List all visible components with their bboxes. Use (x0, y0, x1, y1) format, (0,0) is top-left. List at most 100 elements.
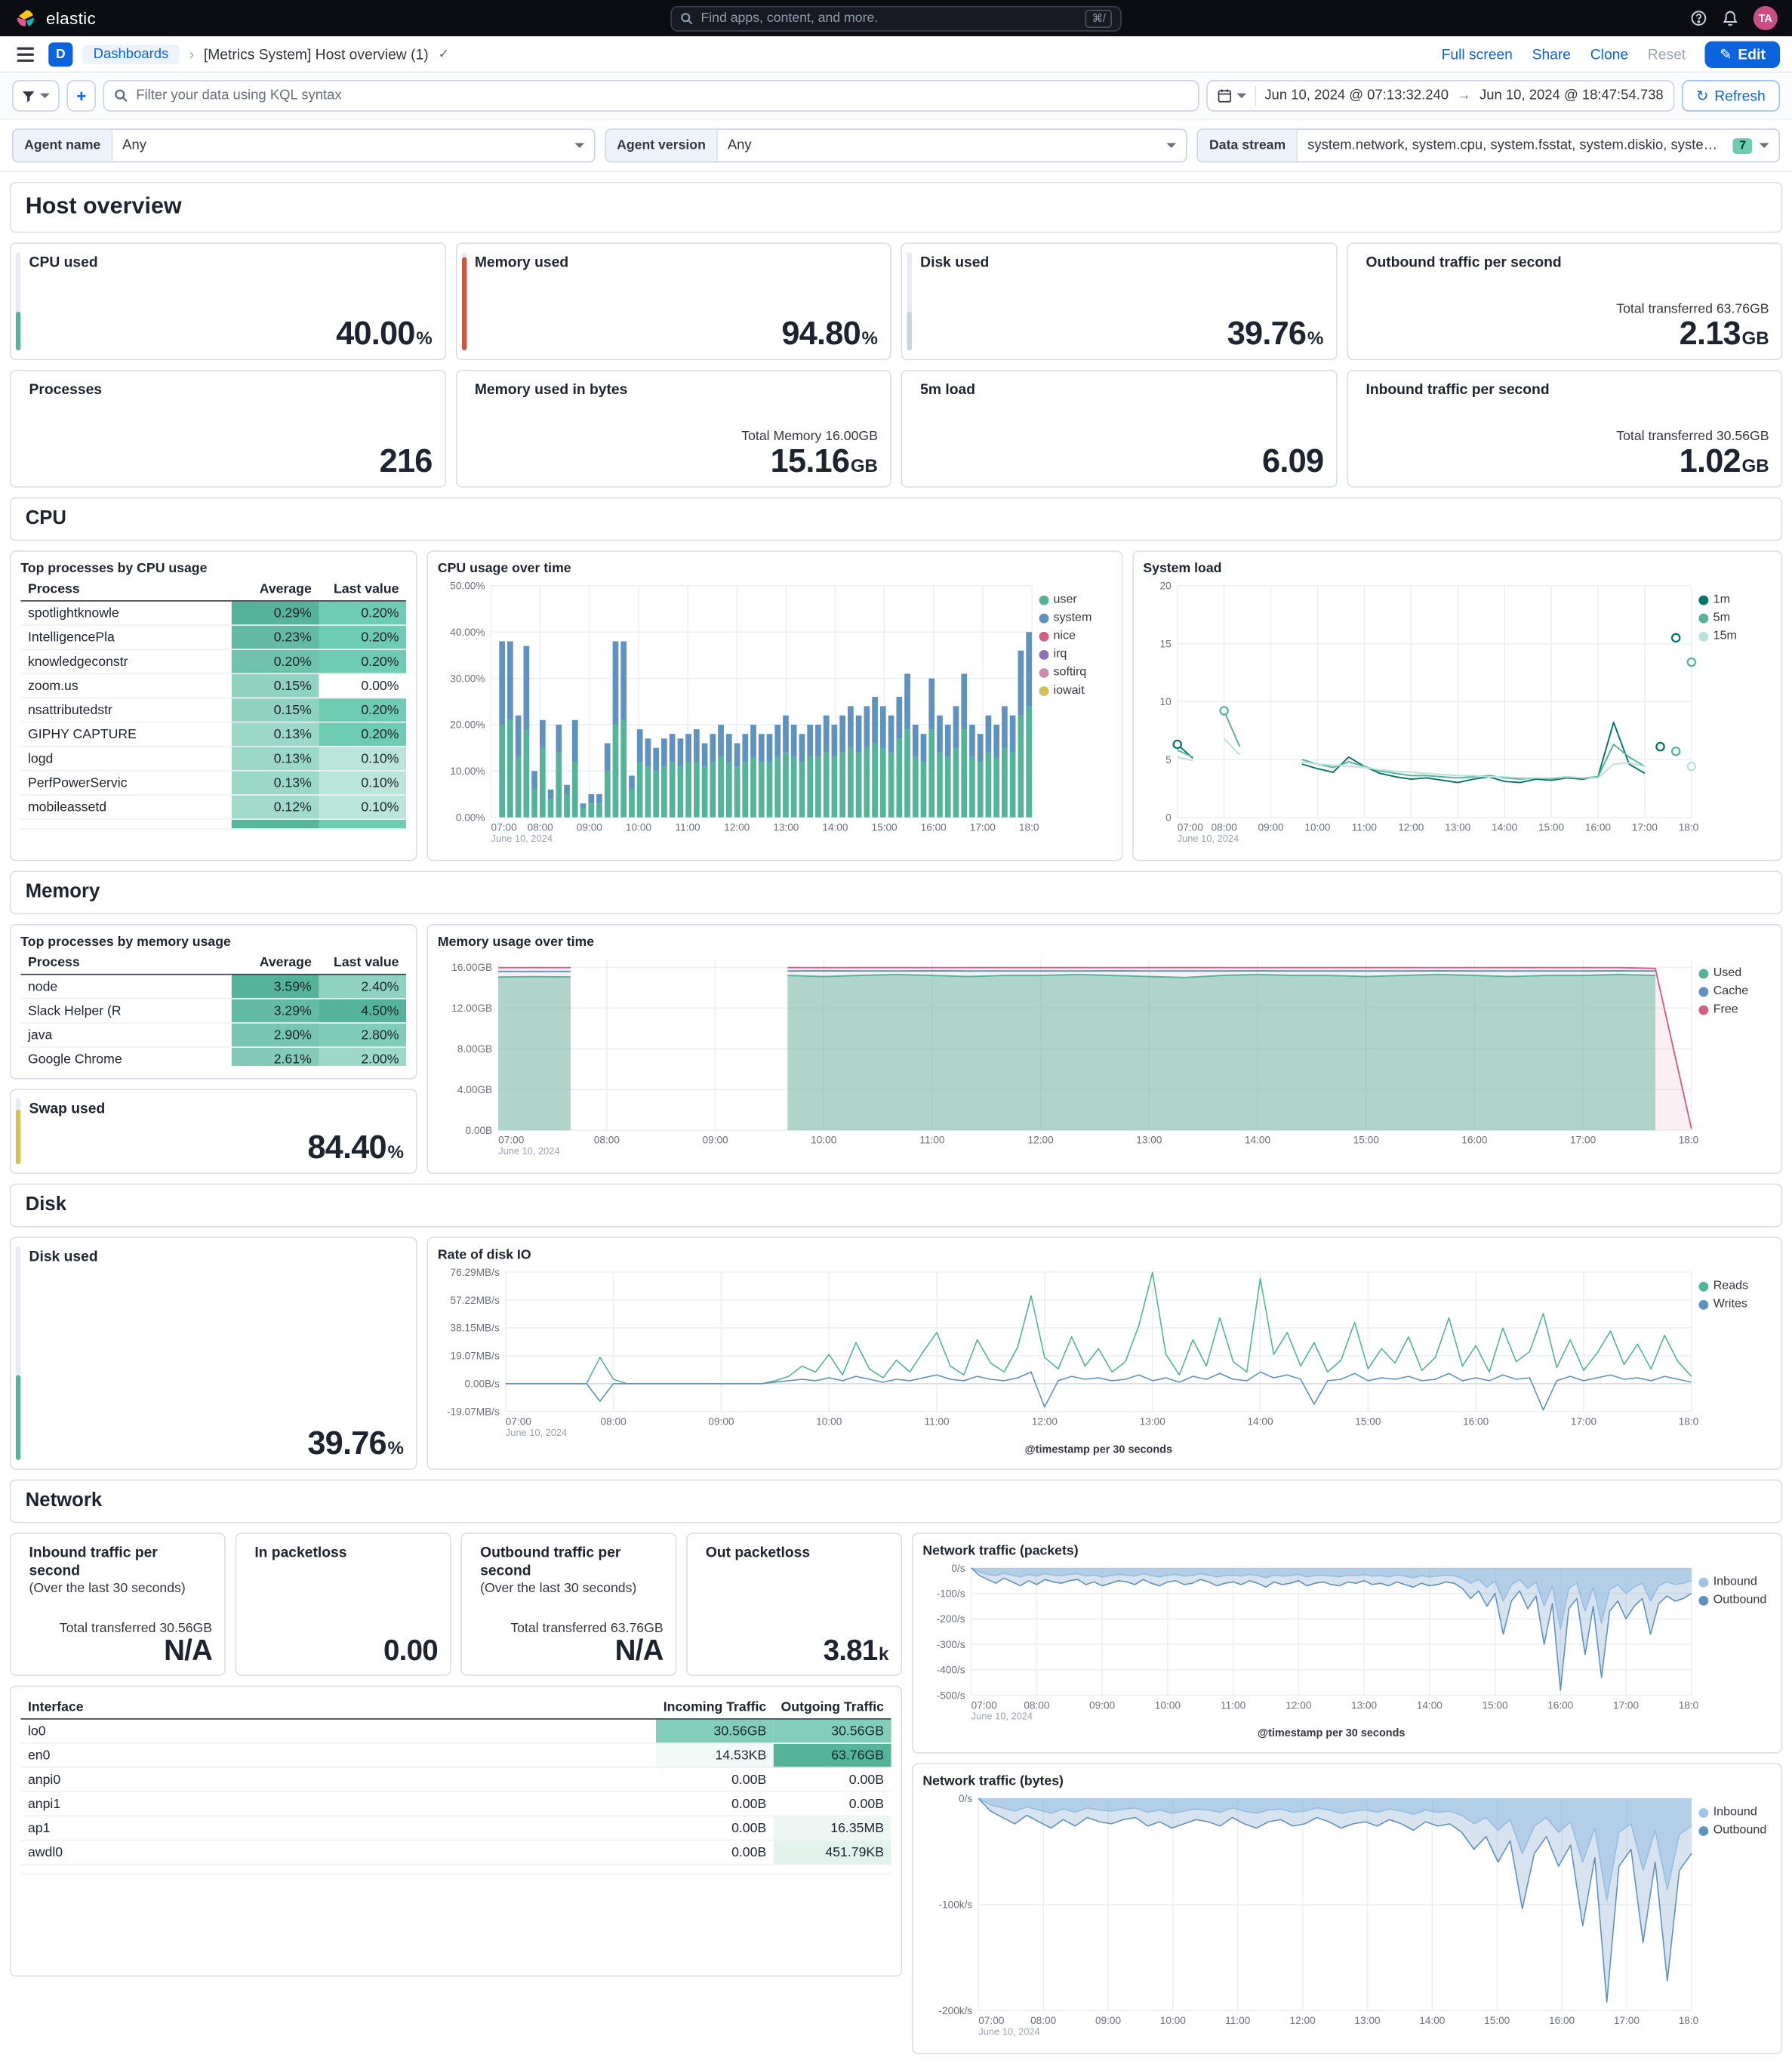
control-agent-name[interactable]: Agent name Any (12, 128, 596, 163)
panel-memory-usage-over-time: Memory usage over time 07:00 08:00 09:00 10… (426, 924, 1783, 1174)
svg-text:-300/s: -300/s (937, 1639, 965, 1650)
menu-icon[interactable] (12, 42, 38, 66)
global-search[interactable]: ⌘/ (670, 5, 1122, 31)
dashboard-app-badge[interactable]: D (48, 42, 73, 66)
table-row (20, 819, 407, 830)
kql-filter[interactable] (103, 80, 1199, 112)
svg-text:15:00: 15:00 (1484, 2015, 1510, 2026)
column-header-average: Average (231, 578, 319, 602)
svg-text:07:00: 07:00 (506, 1416, 532, 1427)
reset-link[interactable]: Reset (1647, 45, 1686, 63)
name-cell: GIPHY CAPTURE (20, 722, 232, 747)
card-value: 15.16 GB (475, 445, 878, 478)
cpu-section: Top processes by CPU usage Process Averag… (9, 550, 1783, 861)
svg-text:10:00: 10:00 (1155, 1699, 1181, 1711)
svg-text:30.00%: 30.00% (450, 673, 485, 684)
table-row: zoom.us 0.15% 0.00% (20, 673, 407, 699)
date-from[interactable]: Jun 10, 2024 @ 07:13:32.240 (1264, 88, 1449, 103)
calendar-icon[interactable] (1218, 88, 1247, 103)
help-icon[interactable] (1690, 10, 1707, 26)
avatar[interactable]: TA (1753, 6, 1778, 31)
global-search-input[interactable] (700, 11, 1079, 26)
svg-text:09:00: 09:00 (1258, 821, 1284, 833)
legend-item-inbound[interactable]: Inbound (1698, 1575, 1771, 1589)
table-row: Google Chrome 2.61% 2.00% (20, 1047, 407, 1066)
date-to[interactable]: Jun 10, 2024 @ 18:47:54.738 (1479, 88, 1664, 103)
svg-text:08:00: 08:00 (1030, 2015, 1057, 2026)
svg-text:14:00: 14:00 (1247, 1416, 1273, 1427)
table-row: lo0 30.56GB 30.56GB (20, 1718, 891, 1744)
edit-button[interactable]: ✎ Edit (1704, 40, 1781, 68)
svg-text:17:00: 17:00 (1631, 821, 1658, 833)
card-value-unit: % (861, 328, 878, 350)
memory-usage-chart: 07:00 08:00 09:00 10:00 11:00 12:00 13:00 14:00… (438, 952, 1704, 1160)
legend-item-irq[interactable]: irq (1039, 648, 1111, 661)
svg-text:-19.07MB/s: -19.07MB/s (447, 1406, 500, 1418)
gauge-fill (907, 311, 912, 351)
svg-text:14:00: 14:00 (822, 821, 848, 833)
legend-dot (1698, 631, 1709, 641)
svg-text:15:00: 15:00 (872, 821, 898, 833)
date-picker[interactable]: Jun 10, 2024 @ 07:13:32.240 → Jun 10, 20… (1206, 80, 1675, 112)
kql-input[interactable] (136, 88, 1189, 103)
control-data-stream[interactable]: Data stream system.network, system.cpu, s… (1196, 128, 1781, 163)
svg-text:20: 20 (1159, 581, 1172, 592)
value-cell: 0.20% (319, 649, 407, 675)
refresh-icon: ↻ (1696, 87, 1709, 105)
legend-item-nice[interactable]: nice (1039, 629, 1111, 643)
legend-label: Inbound (1713, 1575, 1757, 1589)
elastic-logo[interactable] (14, 8, 36, 29)
spacer (29, 399, 433, 445)
svg-text:10:00: 10:00 (626, 821, 652, 833)
legend-item-inbound[interactable]: Inbound (1698, 1806, 1771, 1819)
value-cell: 0.20% (319, 698, 407, 723)
legend-label: softirq (1053, 665, 1087, 679)
legend-item-outbound[interactable]: Outbound (1698, 1824, 1771, 1838)
legend-item-cache[interactable]: Cache (1698, 984, 1771, 998)
filter-menu-button[interactable] (12, 80, 60, 112)
svg-text:14:00: 14:00 (1417, 1699, 1443, 1711)
chart-canvas-memory_usage: 07:00 08:00 09:00 10:00 11:00 12:00 13:00 14:00… (451, 959, 1704, 1157)
legend-item-reads[interactable]: Reads (1698, 1280, 1771, 1292)
value-cell: 451.79KB (773, 1840, 891, 1865)
control-agent-version[interactable]: Agent version Any (605, 128, 1188, 163)
legend-item-5m[interactable]: 5m (1698, 611, 1771, 624)
card-value-number: 40.00 (336, 315, 415, 352)
card-value-number: 15.16 (770, 442, 850, 479)
svg-text:June 10, 2024: June 10, 2024 (506, 1427, 567, 1438)
check-icon[interactable]: ✓ (438, 47, 450, 62)
table-row: node 3.59% 2.40% (20, 974, 407, 1000)
legend-item-used[interactable]: Used (1698, 966, 1771, 980)
legend-dot (1698, 986, 1709, 997)
share-link[interactable]: Share (1532, 45, 1572, 63)
card-note: Total Memory 16.00GB (741, 429, 878, 444)
legend-item-softirq[interactable]: softirq (1039, 666, 1111, 679)
legend-item-user[interactable]: user (1039, 593, 1111, 606)
legend-item-1m[interactable]: 1m (1698, 593, 1771, 606)
notifications-icon[interactable] (1722, 10, 1738, 26)
legend-item-writes[interactable]: Writes (1698, 1298, 1771, 1311)
chart-canvas-system_load: 07:00 08:00 09:00 10:00 11:00 12:00 13:00 14:00… (1159, 581, 1704, 844)
clone-link[interactable]: Clone (1590, 45, 1629, 63)
table-row: anpi1 0.00B 0.00B (20, 1791, 891, 1817)
value-cell: 0.00B (773, 1767, 891, 1793)
legend-label: nice (1053, 629, 1076, 643)
gauge-track (907, 252, 912, 351)
full-screen-link[interactable]: Full screen (1441, 45, 1513, 63)
table-header-row: Process Average Last value (20, 951, 407, 975)
value-cell (656, 1864, 774, 1875)
chevron-down-icon (40, 93, 50, 99)
legend-item-outbound[interactable]: Outbound (1698, 1594, 1771, 1607)
breadcrumb-dashboards[interactable]: Dashboards (82, 44, 180, 64)
legend-item-15m[interactable]: 15m (1698, 630, 1771, 642)
legend-item-system[interactable]: system (1039, 611, 1111, 624)
add-filter-button[interactable]: + (66, 80, 97, 112)
card-value-number: 1.02 (1679, 442, 1741, 479)
card-value-unit: GB (1741, 328, 1769, 350)
legend-item-iowait[interactable]: iowait (1039, 684, 1111, 698)
svg-text:14:00: 14:00 (1245, 1135, 1271, 1146)
refresh-button[interactable]: ↻ Refresh (1681, 80, 1781, 112)
legend-item-free[interactable]: Free (1698, 1003, 1771, 1016)
svg-text:09:00: 09:00 (1089, 1699, 1116, 1711)
name-cell: mobileassetd (20, 794, 232, 820)
